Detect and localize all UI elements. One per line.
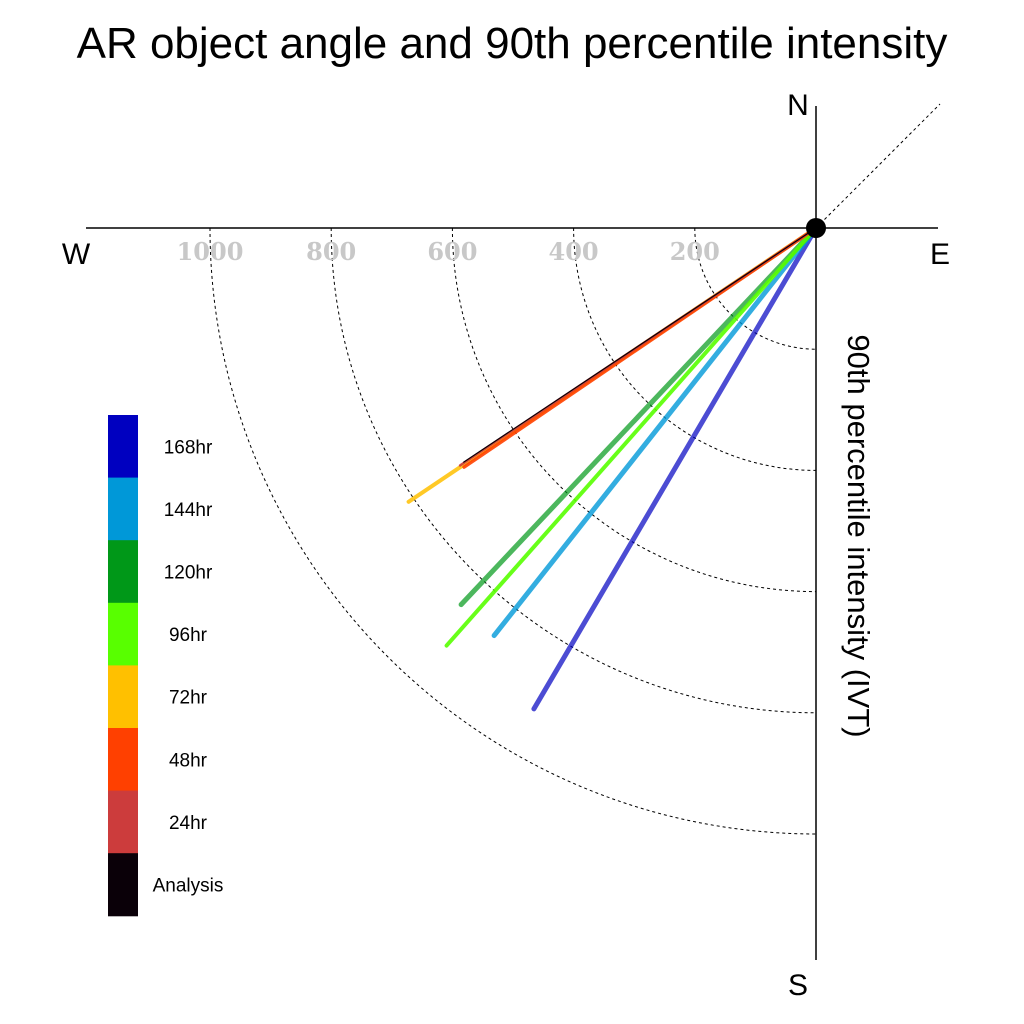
grid-arc-400	[573, 227, 817, 471]
legend-label-72hr: 72hr	[169, 688, 208, 709]
legend-label-96hr: 96hr	[169, 625, 208, 646]
legend-label-analysis: Analysis	[153, 876, 224, 897]
legend-swatch-48hr	[108, 728, 138, 792]
legend-swatch-72hr	[108, 665, 138, 729]
legend-swatch-96hr	[108, 602, 138, 666]
legend-label-24hr: 24hr	[169, 813, 208, 834]
radial-grid	[209, 227, 817, 835]
compass-south: S	[788, 969, 808, 1002]
grid-arc-200	[694, 227, 817, 350]
series-line-168hr	[531, 225, 819, 712]
legend-swatch-24hr	[108, 790, 138, 854]
legend-swatch-144hr	[108, 477, 138, 541]
legend-label-120hr: 120hr	[164, 563, 213, 584]
legend: 168hr 144hr 120hr 96hr 72hr 48hr 24hr Analysis	[108, 415, 224, 917]
tick-label-800: 800	[306, 237, 356, 266]
series-lines	[406, 225, 819, 712]
series-line-144hr	[491, 225, 819, 639]
legend-swatch-analysis	[108, 853, 138, 917]
tick-label-600: 600	[427, 237, 477, 266]
legend-label-168hr: 168hr	[164, 437, 213, 458]
diagonal-guide	[815, 103, 941, 229]
legend-label-144hr: 144hr	[164, 500, 213, 521]
compass-west: W	[62, 238, 91, 271]
chart-title: AR object angle and 90th percentile inte…	[77, 19, 948, 68]
radial-axis-label: 90th percentile intensity (IVT)	[841, 334, 876, 737]
tick-label-400: 400	[549, 237, 599, 266]
series-line-120hr	[458, 225, 819, 608]
legend-swatch-168hr	[108, 415, 138, 479]
legend-label-48hr: 48hr	[169, 750, 208, 771]
tick-label-200: 200	[670, 237, 720, 266]
series-line-analysis	[463, 227, 817, 463]
grid-arc-800	[330, 227, 817, 714]
compass-north: N	[787, 89, 809, 122]
grid-arc-1000	[209, 227, 817, 835]
compass-east: E	[930, 238, 950, 271]
origin-marker	[806, 218, 826, 238]
grid-arc-600	[451, 227, 817, 593]
radial-tick-labels: 200 400 600 800 1000	[177, 237, 720, 266]
series-line-96hr	[444, 226, 818, 648]
legend-swatch-120hr	[108, 540, 138, 604]
tick-label-1000: 1000	[177, 237, 244, 266]
